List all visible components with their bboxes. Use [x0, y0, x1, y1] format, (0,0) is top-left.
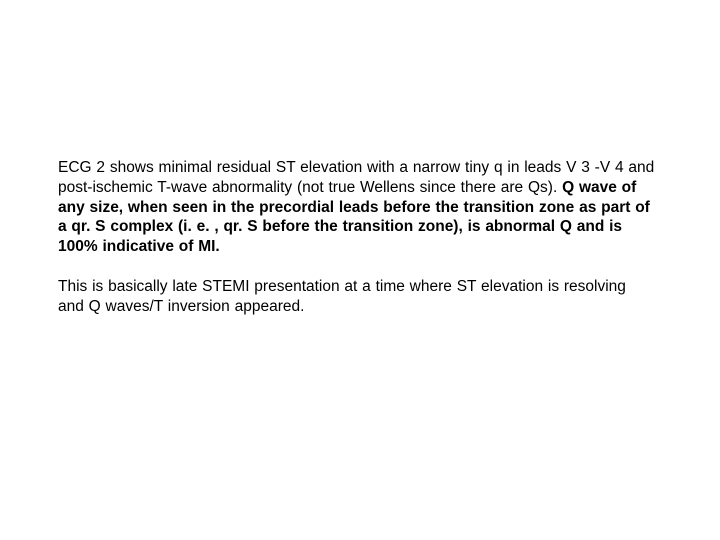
paragraph-2: This is basically late STEMI presentatio…	[58, 277, 656, 317]
document-page: ECG 2 shows minimal residual ST elevatio…	[0, 0, 720, 540]
paragraph-1: ECG 2 shows minimal residual ST elevatio…	[58, 158, 656, 257]
paragraph-2-segment-0: This is basically late STEMI presentatio…	[58, 278, 626, 315]
